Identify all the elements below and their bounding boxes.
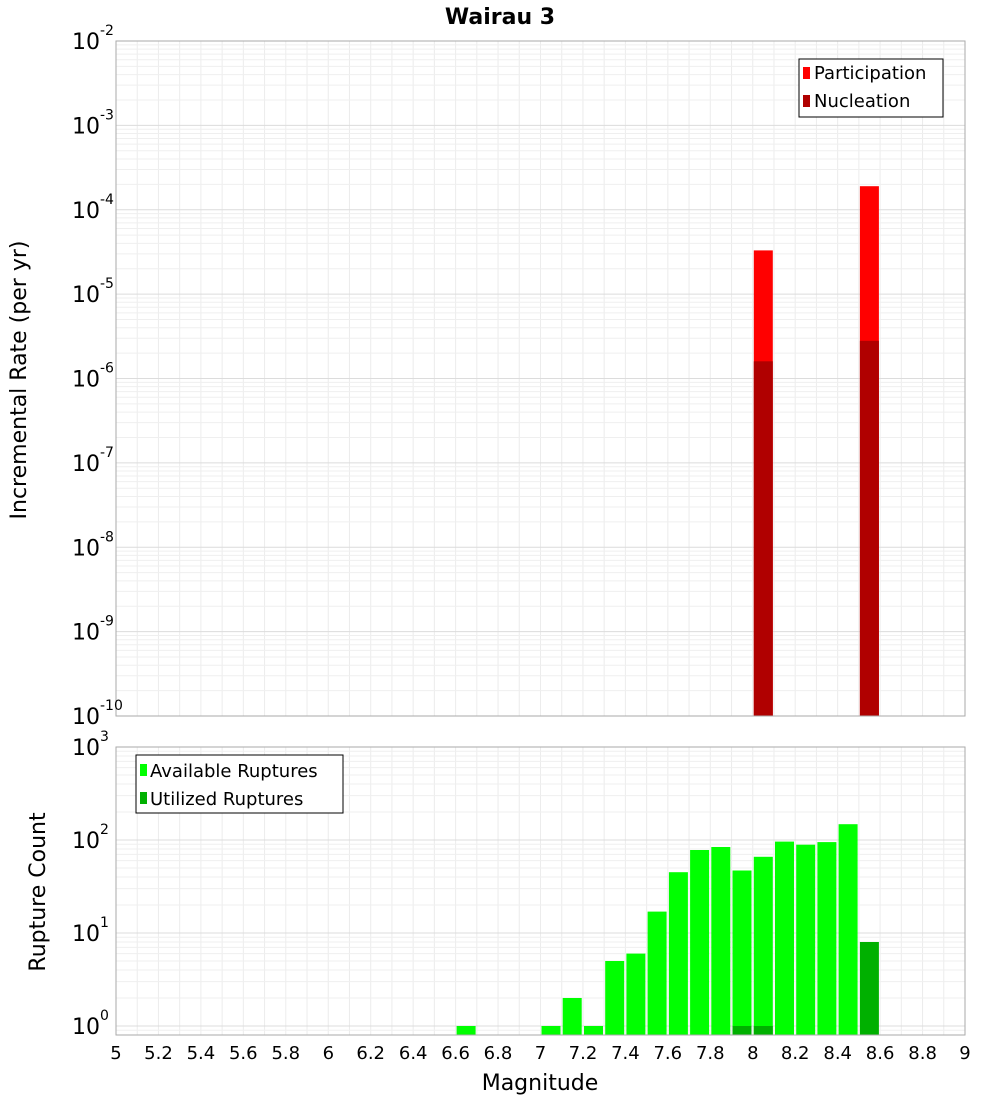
bar-available-ruptures	[456, 1026, 476, 1035]
x-tick-label: 6.2	[356, 1043, 385, 1064]
bar-available-ruptures	[775, 841, 794, 1035]
bottom-plot-border	[115, 746, 966, 1036]
y-tick-label: 10-6	[72, 361, 114, 393]
x-tick-label: 6.4	[399, 1043, 428, 1064]
legend-swatch-nucleation	[803, 95, 810, 107]
bar-available-ruptures	[541, 1026, 561, 1035]
x-axis-label: Magnitude	[482, 1071, 599, 1096]
bar-available-ruptures	[562, 998, 582, 1035]
top-panel: 10-10 10-9 10-8 10-7 10-6 10-5 10-4 10-3 10-2 In…	[7, 23, 966, 730]
bottom-y-ticks: 100 101 102 103	[72, 729, 109, 1040]
x-tick-label: 7	[535, 1043, 546, 1064]
top-legend-box	[798, 58, 944, 118]
y-tick-label: 10-4	[72, 192, 114, 224]
bottom-panel: 100 101 102 103 5 5.2 5.4 5.6 5.8 6 6.2 6.4 6.6 6.8 7…	[26, 729, 971, 1096]
bar-available-ruptures	[796, 844, 816, 1035]
y-tick-label: 10-3	[72, 107, 114, 139]
top-bars	[753, 186, 879, 716]
bar-available-ruptures	[711, 847, 731, 1035]
top-legend: Participation Nucleation	[798, 58, 944, 118]
bar-available-ruptures	[753, 856, 773, 1035]
bar-available-ruptures	[668, 872, 688, 1035]
x-tick-label: 5.6	[229, 1043, 258, 1064]
y-tick-label: 101	[72, 915, 109, 947]
legend-label-participation: Participation	[814, 63, 926, 84]
bar-available-ruptures	[732, 870, 752, 1035]
x-ticks: 5 5.2 5.4 5.6 5.8 6 6.2 6.4 6.6 6.8 7 7.2 7.4 7.6 7.8 8…	[110, 1043, 970, 1064]
bottom-legend: Available Ruptures Utilized Ruptures	[135, 754, 344, 814]
legend-label-available: Available Ruptures	[150, 761, 318, 782]
legend-swatch-utilized	[140, 792, 147, 804]
x-tick-label: 5.4	[187, 1043, 216, 1064]
legend-swatch-participation	[803, 67, 810, 79]
legend-label-utilized: Utilized Ruptures	[150, 789, 303, 810]
top-plot-border	[115, 40, 966, 717]
x-tick-label: 8	[747, 1043, 758, 1064]
bar-utilized-ruptures	[859, 942, 879, 1035]
x-tick-label: 6.6	[441, 1043, 470, 1064]
x-tick-label: 6.8	[484, 1043, 513, 1064]
bottom-bars	[456, 824, 879, 1035]
bar-utilized-ruptures	[753, 1026, 773, 1035]
bottom-legend-box	[135, 754, 344, 814]
x-tick-label: 7.6	[653, 1043, 682, 1064]
top-y-ticks: 10-10 10-9 10-8 10-7 10-6 10-5 10-4 10-3 10-2	[72, 23, 123, 730]
x-tick-label: 5	[110, 1043, 121, 1064]
bottom-y-axis-label: Rupture Count	[26, 812, 51, 972]
y-tick-label: 10-5	[72, 276, 114, 308]
bar-available-ruptures	[626, 953, 646, 1035]
bar-available-ruptures	[584, 1026, 603, 1035]
y-tick-label: 10-10	[72, 698, 123, 730]
x-tick-label: 7.2	[569, 1043, 598, 1064]
y-tick-label: 100	[72, 1008, 109, 1040]
y-tick-label: 10-8	[72, 529, 114, 561]
x-tick-label: 9	[959, 1043, 970, 1064]
x-tick-label: 8.4	[823, 1043, 852, 1064]
y-tick-label: 10-2	[72, 23, 114, 55]
bar-nucleation	[753, 361, 773, 716]
bar-nucleation	[859, 340, 879, 716]
x-tick-label: 8.8	[908, 1043, 937, 1064]
y-tick-label: 103	[72, 729, 109, 761]
chart-title: Wairau 3	[445, 5, 555, 30]
x-tick-label: 7.8	[696, 1043, 725, 1064]
bar-available-ruptures	[605, 961, 625, 1035]
x-tick-label: 8.2	[781, 1043, 810, 1064]
bar-available-ruptures	[817, 842, 837, 1035]
top-y-axis-label: Incremental Rate (per yr)	[7, 241, 32, 520]
x-tick-label: 7.4	[611, 1043, 640, 1064]
bar-available-ruptures	[647, 911, 667, 1035]
y-tick-label: 10-9	[72, 614, 114, 646]
y-tick-label: 102	[72, 822, 109, 854]
top-grid	[115, 41, 966, 717]
bar-available-ruptures	[690, 850, 710, 1035]
legend-swatch-available	[140, 764, 147, 776]
bar-utilized-ruptures	[732, 1026, 752, 1035]
x-tick-label: 5.2	[144, 1043, 173, 1064]
x-tick-label: 8.6	[866, 1043, 895, 1064]
bar-available-ruptures	[838, 824, 858, 1035]
legend-label-nucleation: Nucleation	[814, 91, 910, 112]
x-tick-label: 5.8	[271, 1043, 300, 1064]
y-tick-label: 10-7	[72, 445, 114, 477]
x-tick-label: 6	[323, 1043, 334, 1064]
